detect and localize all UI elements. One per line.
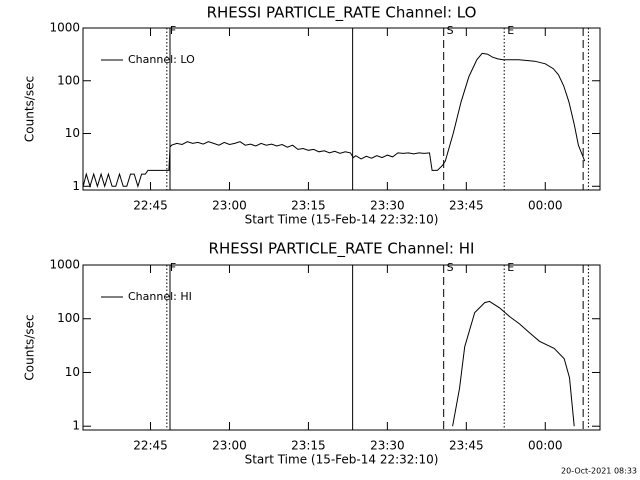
x-tick-label: 23:30	[370, 199, 405, 213]
chart-title: RHESSI PARTICLE_RATE Channel: LO	[207, 4, 477, 23]
marker-label: F	[170, 24, 176, 37]
x-axis-label: Start Time (15-Feb-14 22:32:10)	[245, 453, 439, 467]
x-tick-label: 23:45	[449, 439, 484, 453]
x-tick-label: 23:15	[291, 439, 326, 453]
y-tick-label: 100	[57, 73, 80, 87]
x-tick-label: 23:00	[212, 199, 247, 213]
legend-label: Channel: HI	[128, 290, 192, 303]
y-tick-label: 10	[65, 365, 80, 379]
x-tick-label: 22:45	[133, 439, 168, 453]
y-axis-label: Counts/sec	[23, 76, 37, 142]
marker-label: S	[447, 261, 454, 274]
marker-label: F	[170, 261, 176, 274]
x-tick-label: 23:45	[449, 199, 484, 213]
chart-title: RHESSI PARTICLE_RATE Channel: HI	[209, 240, 475, 259]
x-tick-label: 23:30	[370, 439, 405, 453]
y-tick-label: 1	[72, 419, 80, 433]
y-axis-label: Counts/sec	[23, 314, 37, 380]
y-tick-label: 10	[65, 126, 80, 140]
marker-label: E	[507, 24, 514, 37]
x-axis-label: Start Time (15-Feb-14 22:32:10)	[245, 213, 439, 227]
x-tick-label: 22:45	[133, 199, 168, 213]
plot-frame	[82, 27, 601, 191]
x-tick-label: 23:00	[212, 439, 247, 453]
series-line	[82, 52, 586, 189]
footer: 20-Oct-2021 08:33	[561, 467, 637, 476]
series-line	[452, 300, 575, 427]
marker-label: E	[507, 261, 514, 274]
marker-label: S	[447, 24, 454, 37]
legend-label: Channel: LO	[128, 53, 195, 66]
plot-frame	[82, 264, 601, 431]
x-tick-label: 00:00	[528, 199, 563, 213]
y-tick-label: 100	[57, 311, 80, 325]
x-tick-label: 00:00	[528, 439, 563, 453]
y-tick-label: 1000	[49, 258, 80, 272]
y-tick-label: 1000	[49, 21, 80, 35]
y-tick-label: 1	[72, 179, 80, 193]
x-tick-label: 23:15	[291, 199, 326, 213]
